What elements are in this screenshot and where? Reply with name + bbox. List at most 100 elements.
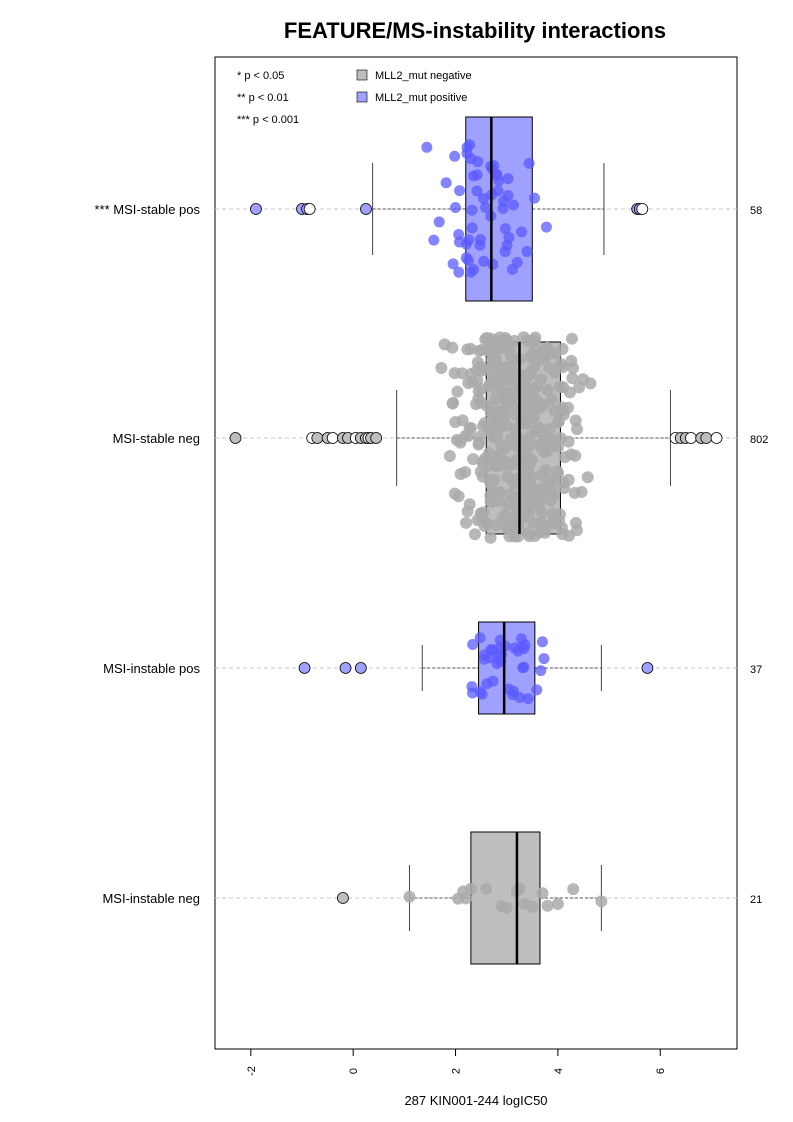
data-point — [553, 380, 566, 393]
data-point — [539, 350, 552, 363]
data-point — [538, 446, 551, 459]
data-point — [499, 223, 511, 235]
data-point — [449, 416, 462, 429]
outlier-point — [326, 432, 339, 444]
data-point — [568, 486, 581, 499]
data-point — [480, 882, 493, 895]
data-point — [534, 425, 547, 438]
legend-swatch-positive — [356, 91, 368, 103]
data-point — [526, 348, 539, 361]
data-point — [558, 482, 571, 495]
data-point — [531, 684, 543, 696]
data-point — [451, 385, 464, 398]
group-label: MSI-instable pos — [103, 661, 200, 676]
data-point — [474, 234, 486, 246]
data-point — [543, 423, 556, 436]
data-point — [463, 234, 475, 246]
data-point — [421, 141, 433, 153]
data-point — [511, 256, 523, 268]
data-point — [566, 372, 579, 385]
data-point — [485, 406, 498, 419]
group-count: 21 — [750, 894, 762, 906]
data-point — [472, 385, 485, 398]
data-point — [514, 691, 526, 703]
legend: MLL2_mut negative MLL2_mut positive — [356, 69, 472, 104]
data-point — [476, 470, 489, 483]
data-point — [466, 681, 478, 693]
data-point — [516, 417, 529, 430]
box — [470, 831, 541, 965]
data-point — [460, 516, 473, 529]
data-point — [522, 458, 535, 471]
outlier-point — [298, 662, 311, 674]
data-point — [487, 258, 499, 270]
data-point — [491, 657, 503, 669]
data-point — [552, 467, 565, 480]
data-point — [502, 173, 514, 185]
data-point — [466, 204, 478, 216]
outlier-point — [303, 203, 316, 215]
group-label: *** MSI-stable pos — [95, 202, 201, 217]
data-point — [505, 432, 518, 445]
data-point — [479, 333, 492, 346]
data-point — [489, 393, 502, 406]
data-point — [563, 386, 576, 399]
data-point — [516, 226, 528, 238]
data-point — [540, 221, 552, 233]
group-label: MSI-instable neg — [102, 891, 200, 906]
data-point — [448, 487, 461, 500]
data-point — [464, 882, 477, 895]
sig-key-2: ** p < 0.01 — [237, 92, 289, 104]
data-point — [502, 190, 514, 202]
data-point — [529, 192, 541, 204]
data-point — [466, 222, 478, 234]
data-point — [471, 185, 483, 197]
outlier-point — [641, 662, 654, 674]
data-point — [523, 430, 536, 443]
data-point — [490, 169, 502, 181]
data-point — [462, 254, 474, 266]
outlier-point — [370, 432, 383, 444]
data-point — [569, 449, 582, 462]
data-point — [505, 350, 518, 363]
data-point — [549, 347, 562, 360]
data-point — [453, 236, 465, 248]
data-point — [556, 361, 569, 374]
outlier-point — [250, 203, 262, 215]
data-point — [459, 892, 472, 905]
data-point — [517, 331, 530, 344]
data-point — [488, 382, 501, 395]
x-tick-label: -2 — [246, 1066, 258, 1076]
data-point — [507, 199, 519, 211]
data-point — [490, 454, 503, 467]
data-point — [536, 636, 548, 648]
data-point — [531, 497, 544, 510]
outlier-point — [311, 432, 324, 444]
data-point — [481, 678, 493, 690]
data-point — [525, 411, 538, 424]
group-3: MSI-instable neg 21 — [102, 831, 762, 965]
data-point — [524, 471, 537, 484]
legend-swatch-negative — [356, 69, 368, 81]
x-tick-label: 2 — [451, 1068, 463, 1074]
data-point — [569, 516, 582, 529]
group-0: *** MSI-stable pos 58 — [95, 116, 762, 302]
data-point — [478, 255, 490, 267]
data-point — [470, 398, 483, 411]
data-point — [443, 450, 456, 463]
legend-label-positive: MLL2_mut positive — [375, 92, 467, 104]
data-point — [569, 414, 582, 427]
data-point — [541, 899, 554, 912]
data-point — [474, 686, 486, 698]
data-point — [470, 364, 483, 377]
data-point — [467, 638, 479, 650]
data-point — [562, 529, 575, 542]
data-point — [485, 353, 498, 366]
outlier-point — [685, 432, 697, 444]
data-point — [433, 216, 445, 228]
data-point — [448, 367, 461, 380]
data-point — [523, 157, 535, 169]
data-point — [595, 895, 608, 908]
